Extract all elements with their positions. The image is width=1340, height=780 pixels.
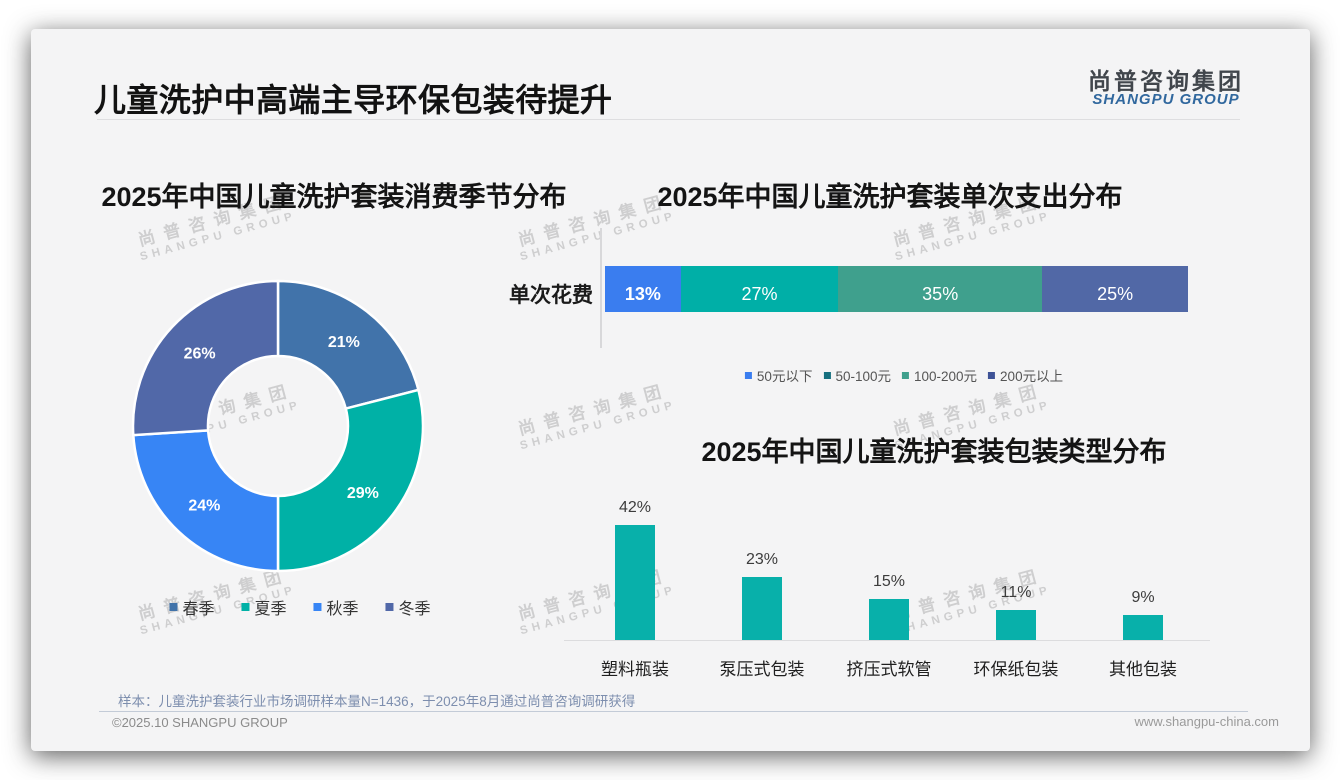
- svg-text:26%: 26%: [183, 345, 215, 362]
- svg-text:24%: 24%: [188, 497, 220, 514]
- svg-text:21%: 21%: [327, 334, 359, 351]
- svg-text:29%: 29%: [346, 484, 378, 501]
